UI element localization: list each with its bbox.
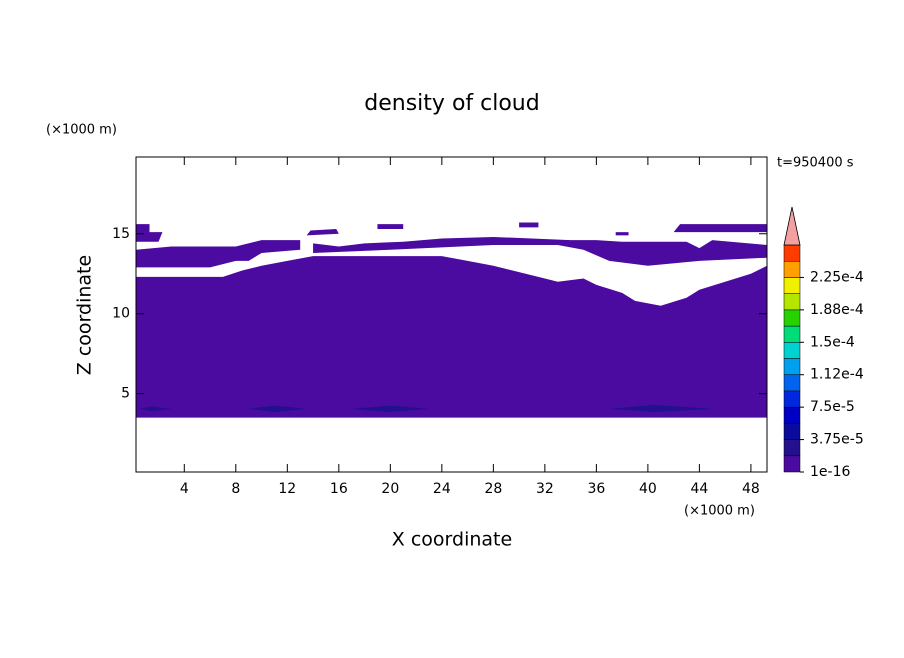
contour-region (351, 405, 429, 413)
x-tick-label: 16 (330, 481, 348, 497)
x-unit: (×1000 m) (684, 504, 755, 519)
colorbar-tick-label: 3.75e-5 (810, 432, 864, 448)
contour-region (248, 405, 307, 413)
x-tick-label: 28 (484, 481, 502, 497)
contour-region (136, 224, 163, 242)
x-tick-label: 32 (536, 481, 554, 497)
colorbar-tick-label: 2.25e-4 (810, 269, 864, 285)
x-tick-label: 24 (433, 481, 451, 497)
colorbar-band (783, 390, 801, 408)
colorbar-tick-label: 1e-16 (810, 464, 850, 480)
x-axis-label: X coordinate (392, 529, 512, 551)
chart-title: density of cloud (364, 91, 539, 116)
colorbar-band (783, 260, 801, 278)
y-tick-label: 5 (121, 386, 130, 402)
colorbar-band (783, 277, 801, 294)
annotation: t=950400 s (777, 156, 854, 171)
colorbar-band (783, 423, 801, 440)
x-tick-label: 8 (231, 481, 240, 497)
colorbar-band (783, 406, 801, 424)
contour-region (519, 222, 539, 228)
colorbar-tick-label: 1.5e-4 (810, 334, 855, 350)
x-tick-label: 44 (690, 481, 708, 497)
colorbar-tick-label: 1.12e-4 (810, 367, 864, 383)
x-tick-label: 4 (180, 481, 189, 497)
colorbar-tick-label: 1.88e-4 (810, 302, 864, 318)
x-tick-label: 48 (742, 481, 760, 497)
contour-region (136, 256, 767, 418)
contour-region (673, 224, 767, 233)
x-tick-label: 40 (639, 481, 657, 497)
y-axis-label: Z coordinate (74, 255, 96, 375)
colorbar-extend (783, 206, 801, 246)
colorbar-band (783, 358, 801, 375)
contour-region (377, 224, 404, 229)
x-tick-label: 36 (587, 481, 605, 497)
colorbar-band (783, 309, 801, 327)
contour-region (313, 236, 767, 266)
y-tick-label: 10 (112, 306, 130, 322)
colorbar-band (783, 325, 801, 343)
contour-region (615, 232, 629, 236)
x-tick-label: 12 (278, 481, 296, 497)
colorbar-band (783, 244, 801, 262)
y-tick-label: 15 (112, 226, 130, 242)
colorbar-band (783, 342, 801, 359)
colorbar-band (783, 439, 801, 457)
colorbar-band (783, 455, 801, 473)
contour-region (136, 240, 301, 268)
y-unit: (×1000 m) (46, 123, 117, 138)
x-tick-label: 20 (381, 481, 399, 497)
contour-region (609, 404, 713, 413)
plot-frame (135, 156, 768, 473)
colorbar-tick-label: 7.5e-5 (810, 399, 855, 415)
contour-region (139, 406, 172, 412)
contour-region (306, 228, 339, 236)
colorbar-band (783, 374, 801, 392)
colorbar-band (783, 293, 801, 311)
